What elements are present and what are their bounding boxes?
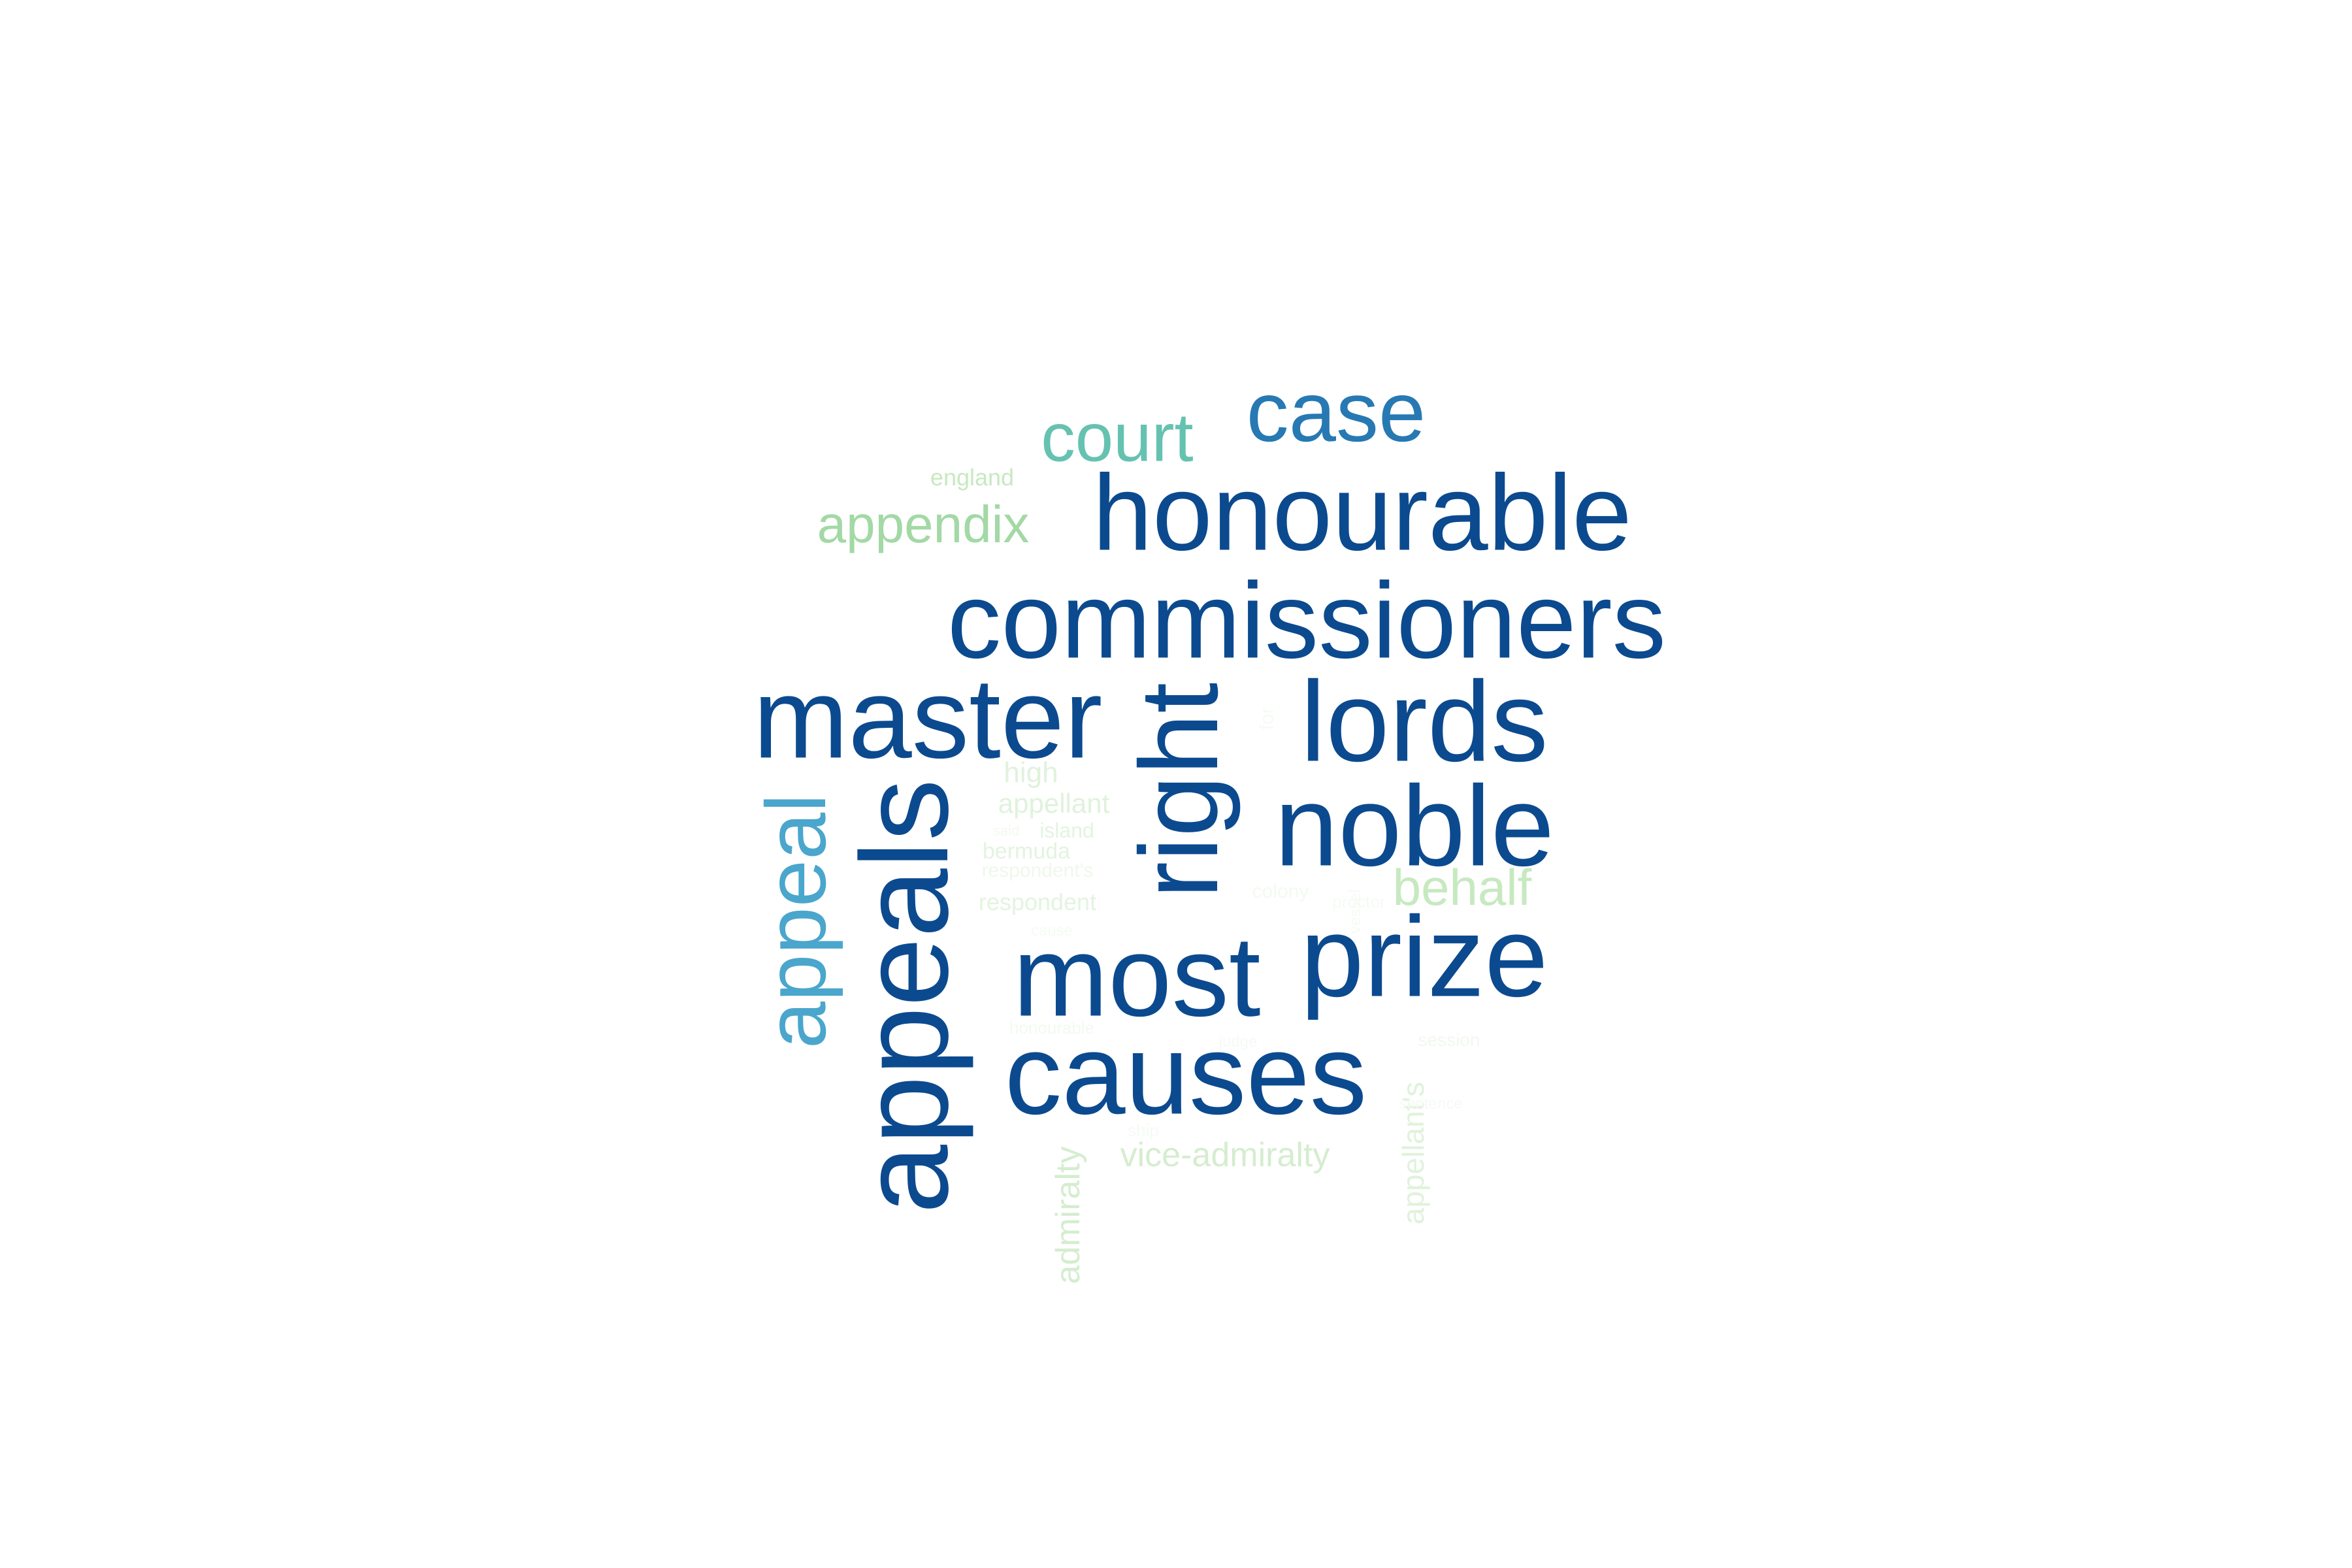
word-prize: prize: [1300, 893, 1548, 1021]
word-commissioners: commissioners: [947, 560, 1667, 681]
word-respondent: respondent: [978, 889, 1097, 915]
word-faint-c: proctor: [1332, 892, 1386, 911]
word-england: england: [930, 464, 1015, 491]
word-faint-h: sentence: [1399, 1095, 1463, 1113]
word-appendix: appendix: [817, 495, 1030, 553]
word-lords: lords: [1300, 658, 1548, 786]
word-most: most: [1013, 913, 1261, 1041]
word-faint-session: session: [1418, 1030, 1480, 1050]
word-right: right: [1117, 682, 1241, 899]
word-honourable: honourable: [1092, 452, 1632, 573]
word-behalf: behalf: [1392, 858, 1532, 916]
word-causes: causes: [1004, 1011, 1367, 1139]
word-noble: noble: [1274, 762, 1555, 890]
word-faint-a: for: [1256, 707, 1278, 730]
word-faint-colony: colony: [1252, 881, 1309, 902]
word-faint-e: judge: [1218, 1033, 1258, 1051]
word-faint-b: said: [992, 823, 1020, 839]
word-court: court: [1041, 399, 1194, 476]
word-appellant: appellant: [998, 788, 1110, 819]
word-respondents: respondent's: [981, 860, 1094, 881]
word-faint-g: ship: [1128, 1120, 1159, 1140]
word-faint-honourable: honourable: [1009, 1018, 1095, 1037]
word-high: high: [1004, 757, 1058, 789]
word-master: master: [753, 655, 1103, 783]
word-island: island: [1039, 819, 1094, 842]
word-vice-admiralty: vice-admiralty: [1120, 1136, 1330, 1174]
word-bermuda: bermuda: [982, 839, 1071, 864]
word-appeal: appeal: [748, 793, 843, 1049]
word-admiralty: admiralty: [1049, 1146, 1087, 1284]
word-faint-f: vessel: [1347, 889, 1364, 934]
word-faint-d: cause: [1030, 922, 1073, 939]
word-case: case: [1246, 364, 1426, 459]
word-appeals: appeals: [836, 779, 974, 1214]
